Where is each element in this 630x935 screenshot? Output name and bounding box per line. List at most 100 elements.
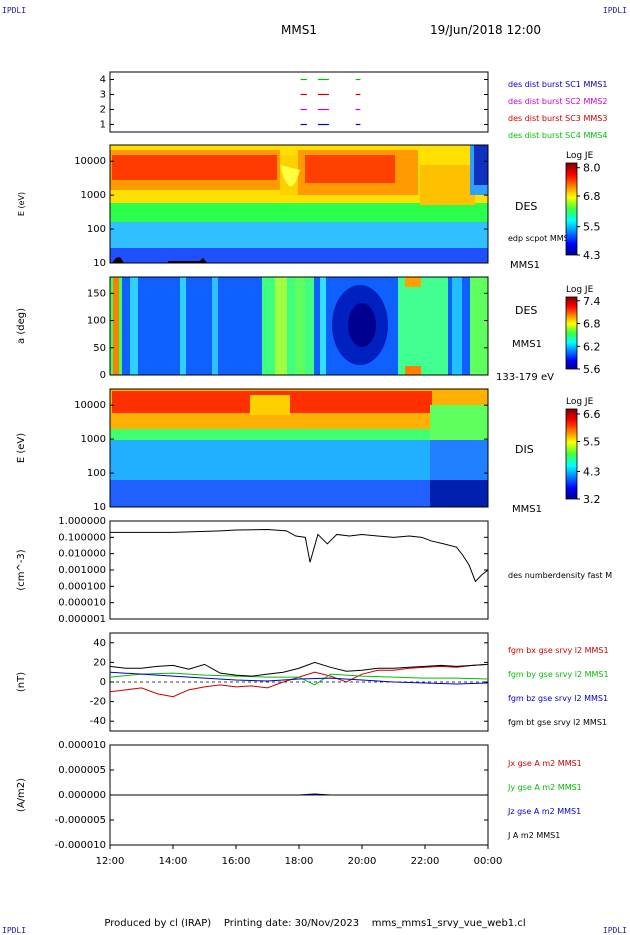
time-tick-label: 20:00 — [348, 856, 377, 867]
pitch-angle-colorbar: Log JE 7.4 6.8 6.2 5.6 — [565, 285, 601, 376]
colorbar-tick-label: 6.2 — [583, 340, 601, 353]
corner-label-bottom-left: IPDLI — [2, 926, 27, 935]
colorbar-tick-label: 4.3 — [583, 466, 601, 479]
corner-label-bottom-right: IPDLI — [602, 926, 627, 935]
bfield-legend: fgm bx gse srvy l2 MMS1 fgm by gse srvy l… — [508, 646, 609, 727]
energy-ytick-tick-label: 10000 — [74, 156, 106, 167]
current-legend-entry: Jy gse A m2 MMS1 — [507, 783, 582, 792]
colorbar-tick-label: 5.5 — [583, 436, 601, 449]
time-tick-label: 12:00 — [96, 856, 125, 867]
colorbar-tick-label: 5.6 — [583, 363, 601, 376]
bfield-legend-entry: fgm bz gse srvy l2 MMS1 — [508, 694, 608, 703]
energy-ytick-tick-label: 10000 — [74, 400, 106, 411]
density-ytick-tick-label: 0.000010 — [58, 598, 106, 609]
time-tick-label: 00:00 — [474, 856, 503, 867]
dis-energy-panel: 10000 1000 100 10 E (eV) DIS MMS1 Log JE 6.… — [16, 388, 601, 515]
bfield-legend-entry: fgm by gse srvy l2 MMS1 — [508, 670, 609, 679]
density-ytick-tick-label: 0.001000 — [58, 565, 106, 576]
colorbar-tick-label: 7.4 — [583, 295, 601, 308]
density-ytick-tick-label: 0.000001 — [58, 614, 106, 625]
density-lines — [110, 529, 489, 583]
colorbar-tick-label: 6.8 — [583, 318, 601, 331]
pitch-ytick-tick-label: 100 — [87, 316, 106, 327]
bfield-ytick-tick-label: -40 — [90, 716, 106, 727]
colorbar-tick-label: 3.2 — [583, 493, 601, 506]
density-legend: des numberdensity fast M — [508, 571, 612, 580]
bfield-lines — [109, 661, 489, 698]
pitch-ytick-tick-label: 150 — [87, 288, 106, 299]
colorbar-tick-label: 6.8 — [583, 190, 601, 203]
current-ytick-tick-label: -0.000005 — [55, 815, 106, 826]
density-series-line — [110, 529, 489, 583]
des-energy-yticks: 10000 1000 100 10 — [74, 156, 488, 269]
colorbar-tick-label: 5.5 — [583, 221, 601, 234]
des-energy-sc-label: MMS1 — [510, 260, 540, 271]
footer-printing-date: Printing date: 30/Nov/2023 — [223, 918, 360, 929]
time-tick-label: 16:00 — [222, 856, 251, 867]
burst-yticks: 4 3 2 1 — [100, 75, 488, 131]
bfield-yticks: 40 20 0 -20 -40 — [90, 638, 488, 727]
des-energy-ylabel: E (eV) — [17, 192, 26, 216]
energy-ytick-tick-label: 100 — [87, 468, 106, 479]
density-ytick-tick-label: 0.000100 — [58, 581, 106, 592]
scpot-label: edp scpot MMS1 — [508, 234, 574, 243]
density-ytick-tick-label: 1.000000 — [58, 516, 106, 527]
footer-script-name: mms_mms1_srvy_vue_web1.cl — [371, 918, 526, 929]
density-ytick-tick-label: 0.100000 — [58, 532, 106, 543]
bfield-ytick-tick-label: 20 — [93, 657, 106, 668]
current-ytick-tick-label: 0.000010 — [58, 740, 106, 751]
density-yticks: 1.000000 0.100000 0.010000 0.001000 0.000100… — [58, 516, 488, 625]
pitch-angle-label: DES — [515, 304, 537, 317]
current-ytick-tick-label: 0.000005 — [58, 765, 106, 776]
des-energy-colorbar: Log JE 8.0 6.8 5.5 4.3 — [565, 151, 601, 262]
corner-label-top-right: IPDLI — [602, 6, 627, 15]
pitch-angle-panel: 150 100 50 0 a (deg) DES MMS1 133-179 eV Lo… — [16, 276, 601, 383]
bfield-series-line — [109, 671, 489, 685]
dis-energy-yticks: 10000 1000 100 10 — [74, 400, 488, 513]
energy-ytick-tick-label: 1000 — [81, 434, 106, 445]
current-yticks: 0.000010 0.000005 0.000000 -0.000005 -0.0000… — [55, 740, 488, 851]
des-energy-frame — [109, 144, 489, 264]
svg-text:Log JE: Log JE — [566, 285, 594, 295]
current-ylabel: (A/m2) — [16, 778, 27, 812]
colorbar-title: Log JE — [566, 151, 594, 161]
time-tick-label: 14:00 — [159, 856, 188, 867]
footer-produced-by: Produced by cl (IRAP) — [104, 918, 212, 929]
corner-label-top-left: IPDLI — [2, 6, 27, 15]
bfield-series-line — [109, 672, 489, 686]
des-energy-panel: 10000 1000 100 10 E (eV) DES edp scpot MMS1… — [17, 144, 601, 271]
burst-legend: des dist burst SC1 MMS1 des dist burst SC… — [508, 80, 607, 140]
current-legend-entry: Jx gse A m2 MMS1 — [507, 759, 582, 768]
colorbar-tick-label: 4.3 — [583, 249, 601, 262]
burst-legend-entry: des dist burst SC2 MMS2 — [508, 97, 607, 106]
dis-energy-label: DIS — [515, 443, 534, 456]
pitch-ytick-tick-label: 0 — [100, 370, 106, 381]
bfield-ytick-tick-label: 0 — [100, 677, 106, 688]
colorbar-tick-label: 6.6 — [583, 408, 601, 421]
pitch-angle-ylabel: a (deg) — [16, 308, 27, 344]
burst-legend-entry: des dist burst SC4 MMS4 — [508, 131, 607, 140]
time-axis-ticks: 12:00 14:00 16:00 18:00 20:00 22:00 00:00 — [96, 845, 503, 867]
energy-ytick-tick-label: 1000 — [81, 190, 106, 201]
bfield-series-line — [109, 661, 489, 677]
bfield-legend-entry: fgm bx gse srvy l2 MMS1 — [508, 646, 609, 655]
density-panel: 1.000000 0.100000 0.010000 0.001000 0.000100… — [16, 516, 612, 625]
current-ytick-tick-label: 0.000000 — [58, 790, 106, 801]
footer: Produced by cl (IRAP) Printing date: 30/… — [0, 918, 630, 929]
current-ytick-tick-label: -0.000010 — [55, 840, 106, 851]
current-series-line — [110, 793, 488, 796]
bfield-ylabel: (nT) — [16, 672, 27, 692]
pitch-ytick-tick-label: 50 — [93, 343, 106, 354]
bfield-ytick-tick-label: 40 — [93, 638, 106, 649]
spacecraft-title: MMS1 — [281, 23, 317, 37]
burst-ytick-tick-label: 4 — [100, 75, 106, 86]
svg-text:Log JE: Log JE — [566, 397, 594, 407]
energy-range-label: 133-179 eV — [496, 372, 554, 383]
pitch-angle-yticks: 150 100 50 0 — [87, 288, 488, 381]
burst-panel-frame — [109, 71, 489, 133]
des-energy-label: DES — [515, 200, 537, 213]
current-panel: 0.000010 0.000005 0.000000 -0.000005 -0.0000… — [16, 740, 582, 867]
